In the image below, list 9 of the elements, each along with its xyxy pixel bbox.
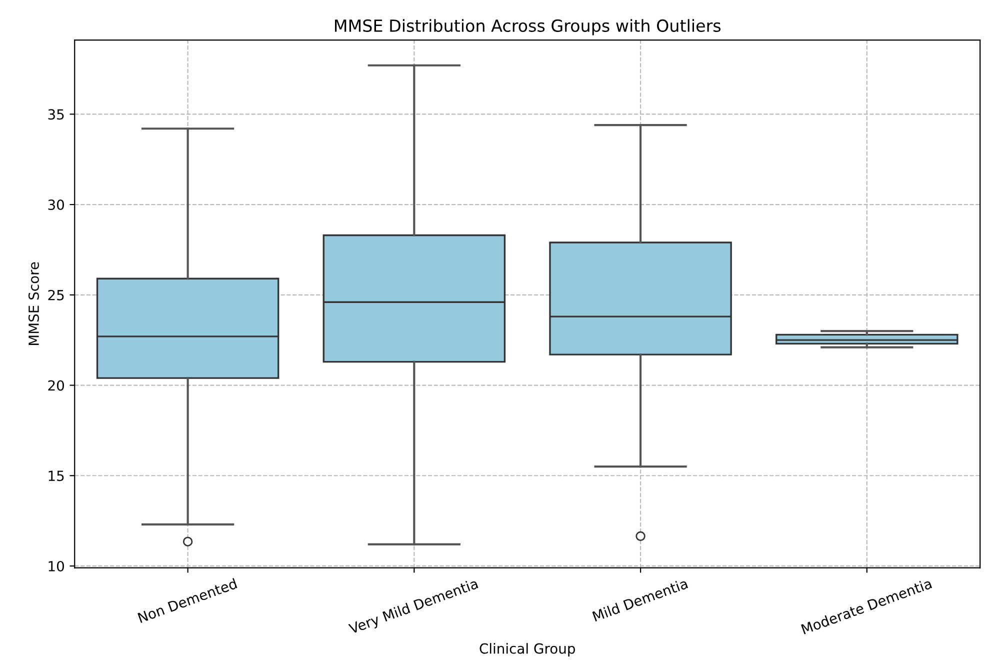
y-tick-label: 30 <box>48 200 64 210</box>
y-tick-label: 15 <box>48 470 64 482</box>
y-tick-label: 20 <box>48 380 64 391</box>
y-tick-label: 25 <box>48 290 64 300</box>
x-axis-title: Clinical Group <box>480 643 575 656</box>
y-tick-label: 10 <box>48 560 64 572</box>
y-axis-title: MMSE Score <box>28 262 39 346</box>
chart-title: MMSE Distribution Across Groups with Outliers <box>335 19 721 36</box>
y-tick-label: 35 <box>48 109 64 120</box>
